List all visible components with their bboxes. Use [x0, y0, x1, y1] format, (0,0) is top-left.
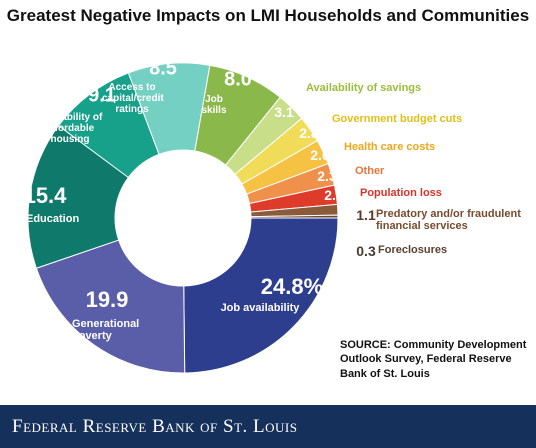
data-label: 0.3 [356, 243, 376, 259]
data-label: 24.8% [260, 274, 324, 299]
category-label: Access to capital/credit ratings [102, 82, 164, 115]
chart [27, 62, 339, 374]
data-label: 8.0 [224, 68, 252, 91]
category-label: Other [355, 165, 385, 177]
data-label: 1.1 [356, 207, 376, 223]
category-label: Health care costs [344, 141, 436, 153]
donut-segment [250, 214, 339, 219]
footer-bar: Federal Reserve Bank of St. Louis [0, 405, 536, 448]
data-label: 8.5 [149, 57, 177, 80]
source-note: SOURCE: Community Development Outlook Su… [340, 339, 527, 380]
data-label: 2.6 [310, 147, 330, 163]
donut-segment [35, 239, 186, 374]
donut-segment [27, 124, 130, 269]
category-label: Job skills [201, 94, 227, 116]
category-label: Predatory and/or fraudulent financial se… [376, 208, 521, 233]
category-label: Population loss [360, 187, 442, 199]
data-label: 2.3 [317, 168, 337, 184]
category-label: Availability of affordable housing [37, 112, 103, 145]
category-label: Availability of savings [306, 82, 422, 94]
data-label: 3.1 [274, 104, 294, 120]
donut-segment [183, 217, 339, 374]
category-label: Education [26, 213, 80, 225]
category-label: Foreclosures [378, 244, 448, 256]
chart-title: Greatest Negative Impacts on LMI Househo… [6, 6, 530, 25]
data-label: 2.8 [299, 125, 319, 141]
data-label: 19.9 [85, 287, 129, 312]
data-label: 15.4 [23, 183, 67, 208]
data-label: 2.0 [324, 187, 344, 203]
category-label: Job availability [220, 302, 300, 314]
footer-text: Federal Reserve Bank of St. Louis [12, 416, 298, 437]
data-label: 9.1 [88, 84, 116, 107]
category-label: Government budget cuts [332, 113, 463, 125]
category-label: Generational poverty [72, 318, 140, 343]
